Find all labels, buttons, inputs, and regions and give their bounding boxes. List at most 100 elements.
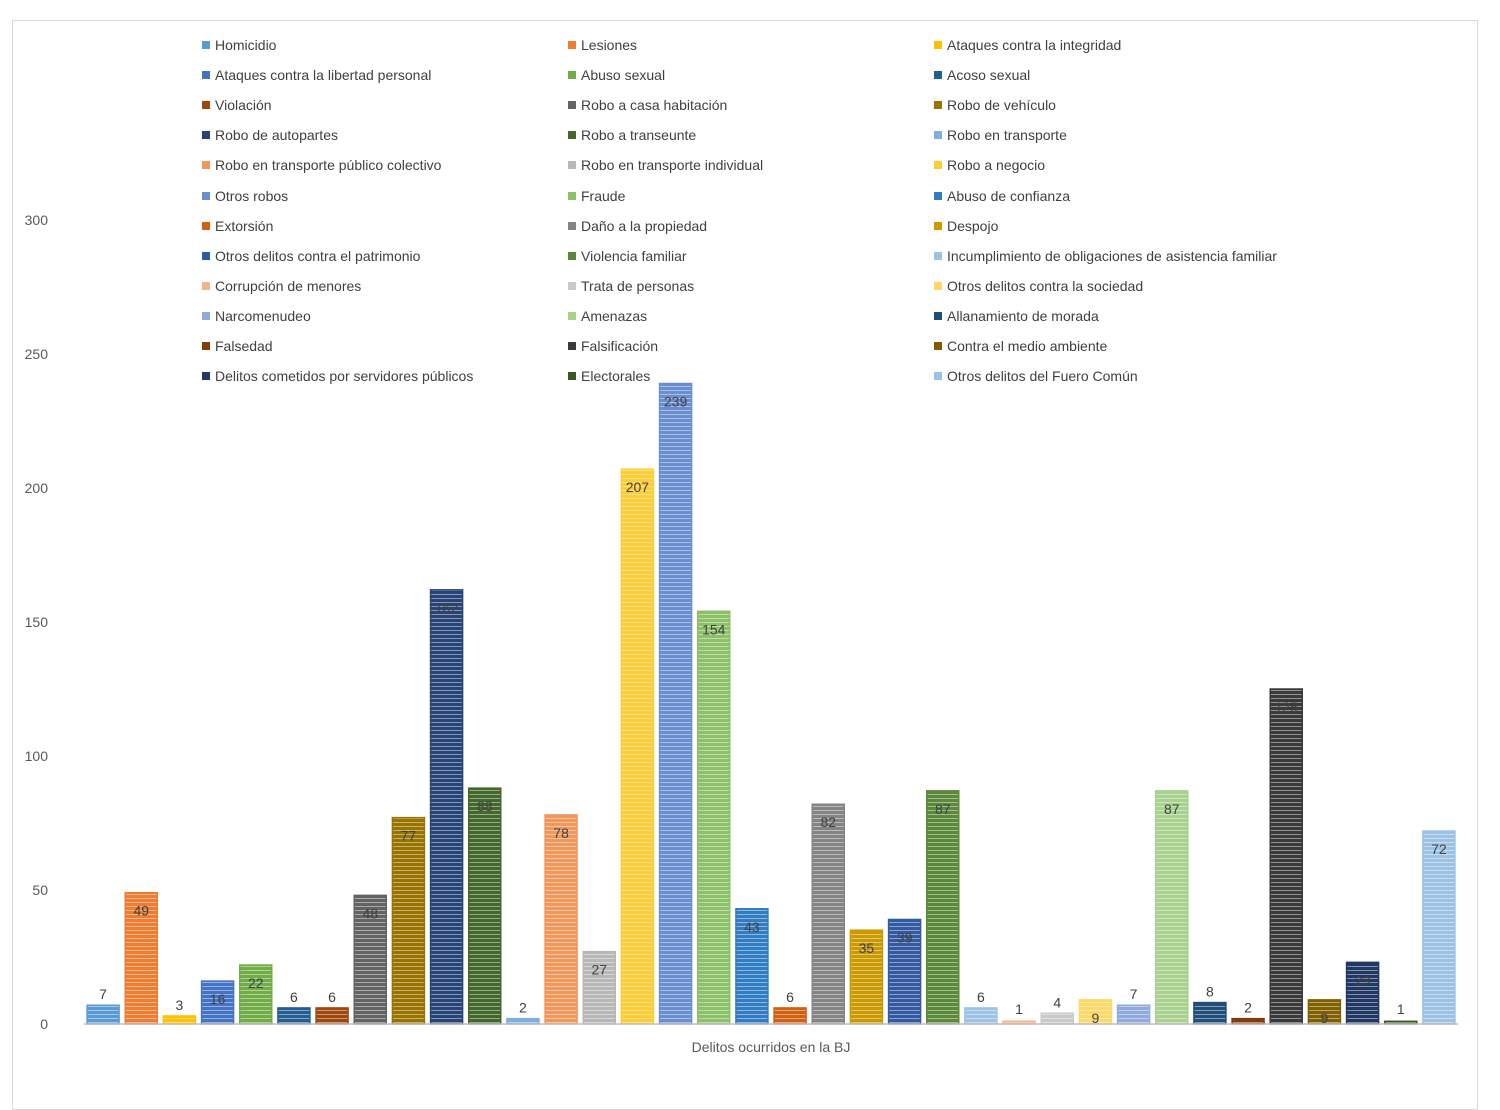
bar-3 [162, 1015, 197, 1025]
legend-item: Robo en transporte público colectivo [202, 157, 441, 173]
legend-label: Robo a negocio [947, 157, 1046, 174]
legend-swatch [934, 281, 942, 290]
bar-27 [1078, 999, 1113, 1025]
data-label: 82 [820, 814, 836, 830]
y-tick-label: 150 [25, 614, 49, 630]
y-tick-label: 300 [25, 212, 49, 228]
legend-label: Corrupción de menores [215, 277, 362, 294]
legend-item: Robo de vehículo [934, 97, 1056, 113]
legend-item: Robo a negocio [934, 157, 1045, 173]
legend-swatch [568, 131, 576, 140]
data-label: 125 [1275, 699, 1299, 715]
legend-swatch [934, 161, 942, 170]
bar-7 [315, 1007, 349, 1025]
bar-26 [1040, 1012, 1074, 1025]
bar-15 [620, 468, 655, 1025]
bar-20 [811, 803, 845, 1025]
legend-item: Falsificación [568, 338, 658, 354]
legend-swatch [202, 41, 210, 49]
legend-swatch [202, 281, 210, 290]
legend-item: Allanamiento de morada [934, 308, 1099, 324]
bar-22 [887, 918, 922, 1025]
legend-swatch [568, 281, 576, 290]
legend-item: Ataques contra la libertad personal [202, 67, 431, 83]
legend-swatch [202, 131, 210, 140]
bar-17 [697, 610, 731, 1025]
data-label: 72 [1431, 841, 1447, 857]
bar-5 [239, 964, 273, 1025]
legend-item: Daño a la propiedad [568, 218, 707, 234]
data-label: 6 [328, 989, 336, 1005]
legend-swatch [202, 342, 210, 350]
legend-item: Robo a transeunte [568, 127, 696, 143]
data-label: 7 [99, 986, 107, 1002]
data-label: 1 [1015, 1001, 1023, 1017]
legend-item: Contra el medio ambiente [934, 338, 1107, 354]
bar-10 [429, 589, 464, 1025]
data-label: 2 [1244, 1000, 1252, 1016]
legend-label: Incumplimiento de obligaciones de asiste… [947, 247, 1277, 264]
bar-13 [544, 814, 578, 1025]
data-label: 77 [401, 828, 417, 844]
y-tick-label: 0 [40, 1016, 48, 1032]
legend-swatch [568, 161, 576, 170]
legend-item: Abuso sexual [568, 67, 665, 83]
data-label: 162 [435, 600, 459, 616]
y-tick-label: 200 [25, 480, 49, 496]
data-label: 8 [1206, 984, 1214, 1000]
bar-12 [506, 1017, 540, 1025]
legend-item: Robo en transporte individual [568, 157, 763, 173]
y-axis: 0 50 100 150 200 250 300 [25, 212, 49, 1032]
bar-9 [391, 816, 426, 1025]
bar-23 [926, 790, 960, 1025]
bar-21 [849, 929, 884, 1025]
legend-item: Robo a casa habitación [568, 97, 727, 113]
legend-label: Abuso de confianza [947, 187, 1070, 204]
data-label: 154 [702, 621, 726, 637]
data-label: 22 [248, 975, 264, 991]
bar-24 [964, 1007, 998, 1025]
legend-label: Robo en transporte individual [581, 157, 764, 174]
legend-label: Otros delitos contra la sociedad [947, 277, 1144, 294]
data-label: 49 [133, 903, 149, 919]
legend-item: Delitos cometidos por servidores público… [202, 368, 473, 384]
bar-32 [1269, 688, 1303, 1025]
bar-2 [124, 891, 158, 1025]
y-tick-label: 50 [32, 882, 48, 898]
legend-label: Amenazas [581, 307, 648, 324]
legend-label: Daño a la propiedad [581, 217, 708, 234]
legend-swatch [568, 101, 576, 110]
legend-label: Otros delitos del Fuero Común [947, 368, 1138, 385]
legend-item: Corrupción de menores [202, 278, 361, 294]
legend-label: Otros robos [215, 187, 289, 204]
legend-label: Robo a casa habitación [581, 97, 728, 114]
legend-item: Amenazas [568, 308, 647, 324]
legend-item: Ataques contra la integridad [934, 37, 1121, 53]
legend-item: Robo de autopartes [202, 127, 338, 143]
legend-swatch [568, 251, 576, 260]
bar-1 [86, 1004, 120, 1025]
legend-swatch [568, 372, 576, 381]
legend-item: Violencia familiar [568, 248, 687, 264]
legend-item: Robo en transporte [934, 127, 1067, 143]
legend-item: Homicidio [202, 37, 276, 53]
data-label: 6 [290, 989, 298, 1005]
bar-31 [1231, 1017, 1265, 1025]
legend-item: Falsedad [202, 338, 273, 354]
data-label: 87 [935, 801, 951, 817]
legend-label: Robo en transporte público colectivo [215, 157, 442, 174]
data-label: 87 [1164, 801, 1180, 817]
legend-swatch [934, 71, 942, 80]
data-label: 6 [786, 989, 794, 1005]
legend-label: Fraude [581, 187, 626, 204]
data-label: 43 [744, 919, 760, 935]
bar-19 [773, 1007, 807, 1025]
data-label: 23 [1355, 972, 1371, 988]
data-label: 1 [1397, 1001, 1405, 1017]
legend-item: Despojo [934, 218, 998, 234]
legend-swatch [568, 191, 576, 200]
legend-label: Falsedad [215, 338, 273, 354]
legend-label: Extorsión [215, 217, 274, 234]
